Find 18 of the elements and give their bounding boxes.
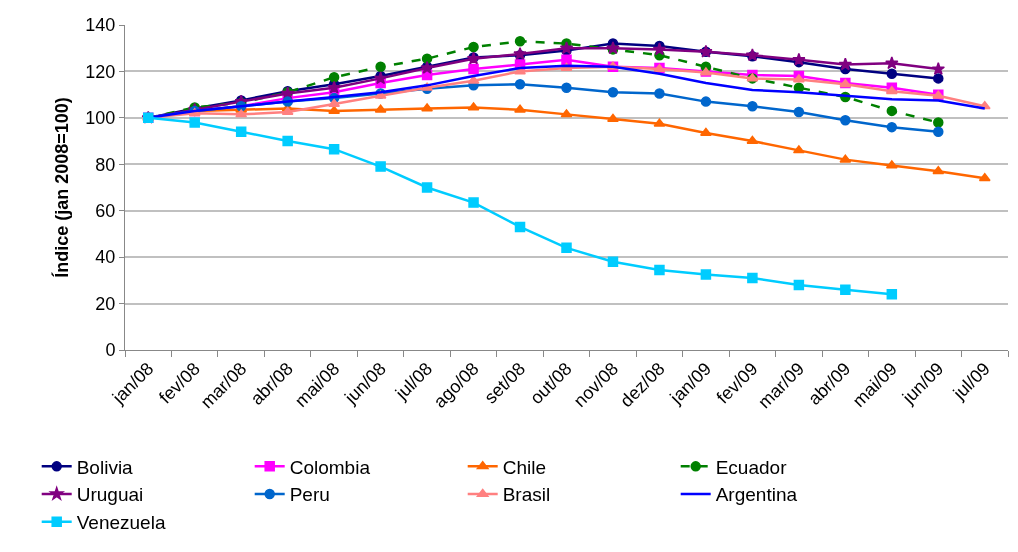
y-tick-label: 40 xyxy=(95,247,116,268)
legend-label: Ecuador xyxy=(715,456,788,478)
legend-label: Venezuela xyxy=(76,512,166,534)
y-tick-label: 20 xyxy=(95,293,116,314)
y-axis-title: Índice (jan 2008=100) xyxy=(50,97,72,278)
y-tick-label: 0 xyxy=(105,340,116,361)
y-tick-label: 80 xyxy=(95,154,116,175)
y-tick-label: 140 xyxy=(85,15,116,36)
legend-label: Chile xyxy=(502,456,547,478)
legend-label: Colombia xyxy=(289,456,371,478)
legend-label: Brasil xyxy=(502,484,551,506)
y-tick-label: 120 xyxy=(85,61,116,82)
legend-label: Bolivia xyxy=(76,456,134,478)
legend-label: Argentina xyxy=(715,484,798,506)
legend-label: Peru xyxy=(289,484,330,506)
y-tick-label: 100 xyxy=(85,108,116,129)
legend-label: Uruguai xyxy=(76,484,144,506)
y-tick-label: 60 xyxy=(95,201,116,222)
